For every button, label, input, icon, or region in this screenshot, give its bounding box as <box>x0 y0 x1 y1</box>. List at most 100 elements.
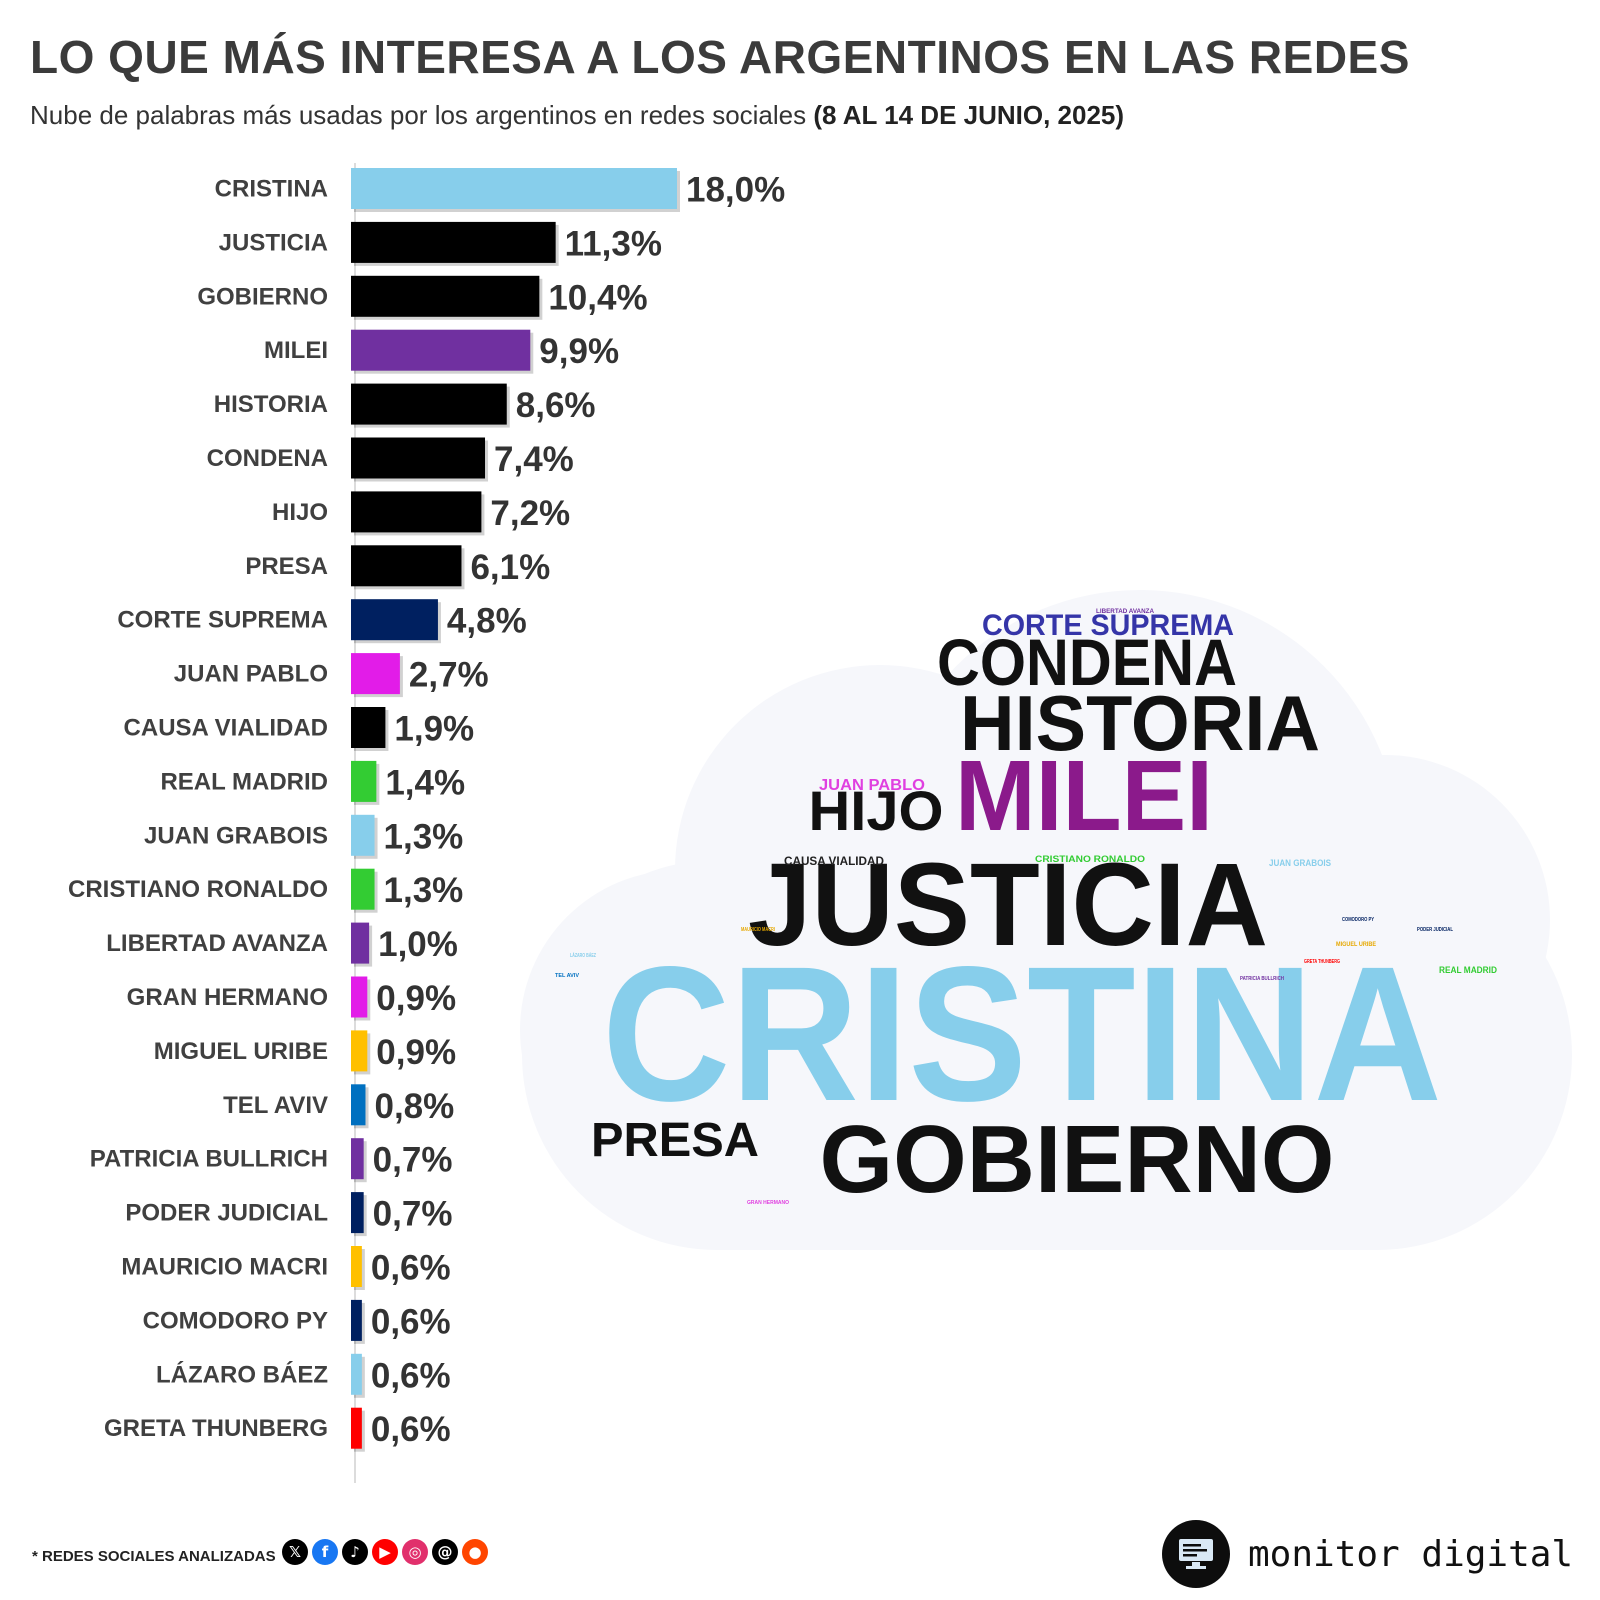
monitor-icon <box>1162 1520 1230 1588</box>
value-label: 6,1% <box>470 548 550 587</box>
bar-row: JUAN PABLO 2,7% <box>174 653 489 697</box>
bars: CRISTINA 18,0% JUSTICIA 11,3% GOBIERNO 10,4% M… <box>68 168 785 1452</box>
youtube-icon: ▶ <box>372 1539 398 1565</box>
value-label: 0,6% <box>371 1249 451 1288</box>
category-label: MIGUEL URIBE <box>154 1038 328 1065</box>
bar-row: HIJO 7,2% <box>272 491 570 535</box>
category-label: COMODORO PY <box>143 1307 328 1334</box>
value-label: 0,6% <box>371 1356 451 1395</box>
value-label: 0,8% <box>374 1087 454 1126</box>
bar <box>351 1192 364 1233</box>
bar-row: MILEI 9,9% <box>264 330 619 374</box>
social-network-icons: 𝕏f ♪ ▶ ◎ @ ● <box>282 1539 488 1565</box>
value-label: 0,7% <box>373 1141 453 1180</box>
value-label: 1,0% <box>378 925 458 964</box>
value-label: 0,6% <box>371 1302 451 1341</box>
bar <box>351 761 376 802</box>
footer-note: * REDES SOCIALES ANALIZADAS <box>32 1548 276 1565</box>
bar <box>351 1246 362 1287</box>
category-label: CAUSA VIALIDAD <box>124 715 328 742</box>
bar-row: GRETA THUNBERG 0,6% <box>104 1408 451 1452</box>
bar-row: LIBERTAD AVANZA 1,0% <box>106 923 458 967</box>
category-label: HIJO <box>272 499 328 526</box>
bar <box>351 1300 362 1341</box>
category-label: LÁZARO BÁEZ <box>156 1360 328 1388</box>
bar <box>351 545 461 586</box>
category-label: CORTE SUPREMA <box>117 607 328 634</box>
bar-row: TEL AVIV 0,8% <box>223 1084 454 1128</box>
bar <box>351 1354 362 1395</box>
brand-name: monitor digital <box>1248 1534 1573 1575</box>
value-label: 7,2% <box>490 494 570 533</box>
brand-mark: monitor digital <box>1162 1520 1573 1588</box>
bar <box>351 276 539 317</box>
category-label: JUSTICIA <box>219 229 328 256</box>
x-icon: 𝕏 <box>282 1539 308 1565</box>
bar <box>351 1084 365 1125</box>
bar-row: CORTE SUPREMA 4,8% <box>117 599 526 643</box>
value-label: 9,9% <box>539 332 619 371</box>
bar-row: CRISTINA 18,0% <box>215 168 786 212</box>
category-label: CRISTIANO RONALDO <box>68 876 328 903</box>
category-label: GOBIERNO <box>197 283 328 310</box>
bar <box>351 222 556 263</box>
bar-row: MAURICIO MACRI 0,6% <box>121 1246 450 1290</box>
category-label: LIBERTAD AVANZA <box>106 930 328 957</box>
bar <box>351 384 507 425</box>
category-label: TEL AVIV <box>223 1092 328 1119</box>
bar <box>351 977 367 1018</box>
bar-row: COMODORO PY 0,6% <box>143 1300 451 1344</box>
bar-row: CRISTIANO RONALDO 1,3% <box>68 869 463 913</box>
tiktok-icon: ♪ <box>342 1539 368 1565</box>
value-label: 4,8% <box>447 602 527 641</box>
value-label: 2,7% <box>409 656 489 695</box>
bar <box>351 653 400 694</box>
bar <box>351 923 369 964</box>
bar <box>351 599 438 640</box>
bar-row: CAUSA VIALIDAD 1,9% <box>124 707 475 751</box>
bar-row: GOBIERNO 10,4% <box>197 276 647 320</box>
value-label: 1,4% <box>385 763 465 802</box>
value-label: 0,9% <box>376 1033 456 1072</box>
bar-row: REAL MADRID 1,4% <box>160 761 465 805</box>
facebook-icon: f <box>312 1539 338 1565</box>
value-label: 7,4% <box>494 440 574 479</box>
bar-row: HISTORIA 8,6% <box>214 384 596 428</box>
category-label: CRISTINA <box>215 176 328 203</box>
bar-row: PATRICIA BULLRICH 0,7% <box>90 1138 453 1182</box>
bar-row: MIGUEL URIBE 0,9% <box>154 1030 456 1074</box>
bar <box>351 815 375 856</box>
value-label: 1,9% <box>394 710 474 749</box>
bar-row: PODER JUDICIAL 0,7% <box>125 1192 452 1236</box>
value-label: 1,3% <box>384 817 464 856</box>
bar <box>351 707 385 748</box>
value-label: 11,3% <box>565 224 662 263</box>
category-label: GRETA THUNBERG <box>104 1415 328 1442</box>
bar <box>351 168 677 209</box>
bar-row: CONDENA 7,4% <box>207 438 574 482</box>
category-label: JUAN GRABOIS <box>144 822 328 849</box>
value-label: 10,4% <box>548 278 647 317</box>
category-label: CONDENA <box>207 445 328 472</box>
value-label: 0,6% <box>371 1410 451 1449</box>
bar <box>351 869 375 910</box>
threads-icon: @ <box>432 1539 458 1565</box>
category-label: GRAN HERMANO <box>127 984 328 1011</box>
value-label: 0,9% <box>376 979 456 1018</box>
category-label: PRESA <box>245 553 328 580</box>
bar-row: JUAN GRABOIS 1,3% <box>144 815 463 859</box>
bar <box>351 330 530 371</box>
bar-row: JUSTICIA 11,3% <box>219 222 662 266</box>
bar <box>351 1138 364 1179</box>
bar-row: GRAN HERMANO 0,9% <box>127 977 456 1021</box>
category-label: MAURICIO MACRI <box>121 1254 328 1281</box>
category-label: PODER JUDICIAL <box>125 1200 328 1227</box>
bar <box>351 1408 362 1449</box>
bar <box>351 491 481 532</box>
category-label: REAL MADRID <box>160 768 328 795</box>
value-label: 18,0% <box>686 171 785 210</box>
value-label: 1,3% <box>384 871 464 910</box>
value-label: 0,7% <box>373 1195 453 1234</box>
category-label: PATRICIA BULLRICH <box>90 1146 328 1173</box>
